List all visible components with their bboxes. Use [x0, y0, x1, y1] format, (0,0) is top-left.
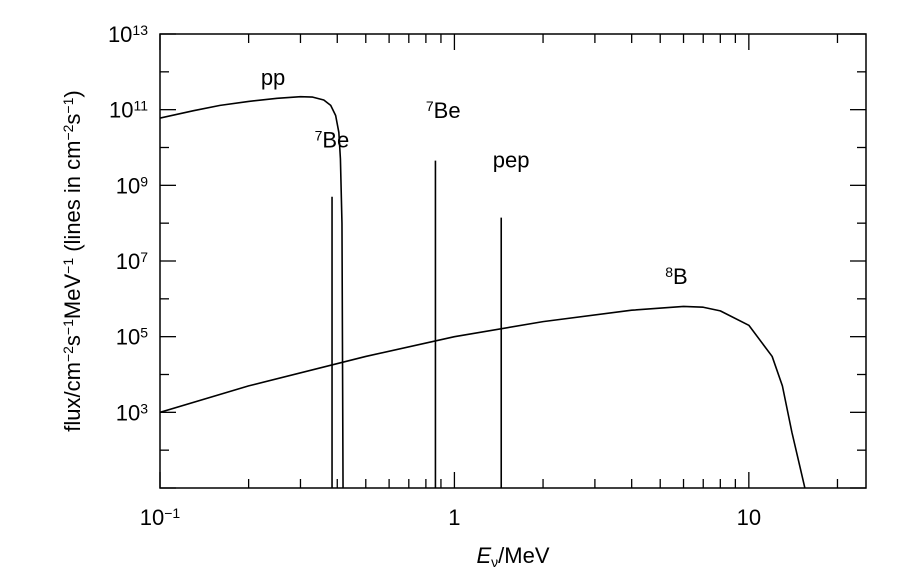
y-tick-label: 109 [116, 173, 148, 198]
y-tick-label: 1013 [108, 22, 148, 47]
series-label: 7Be [426, 98, 461, 123]
y-tick-label: 1011 [109, 98, 148, 123]
x-tick-label: 10−1 [140, 505, 181, 530]
x-axis-title: Eν/MeV [476, 543, 549, 570]
y-tick-label: 105 [116, 325, 148, 350]
y-tick-label: 103 [116, 400, 148, 425]
series-label: 7Be [315, 128, 350, 153]
series-label: 8B [665, 264, 687, 289]
x-tick-label: 10 [737, 505, 761, 530]
y-axis-title: flux/cm−2s−1MeV−1 (lines in cm−2s−1) [60, 90, 85, 431]
plot-frame [159, 33, 867, 489]
series-label: pp [261, 65, 285, 90]
series-8B-curve [160, 305, 806, 488]
series-pp-curve [160, 95, 344, 488]
series-label: pep [493, 147, 530, 172]
x-tick-label: 1 [448, 505, 460, 530]
y-tick-label: 107 [116, 249, 148, 274]
